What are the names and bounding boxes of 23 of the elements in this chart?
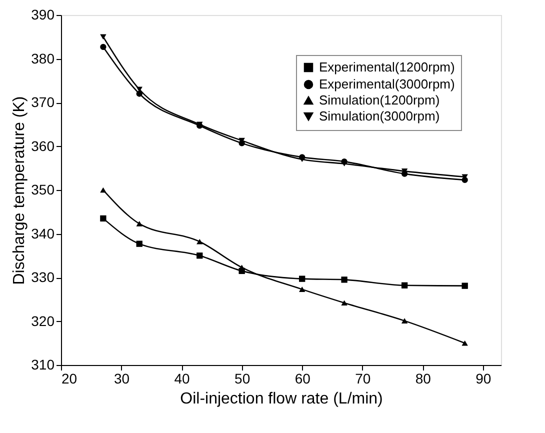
y-tick-label: 320 xyxy=(31,312,55,329)
y-tick-label: 350 xyxy=(31,182,55,198)
x-tick-label: 20 xyxy=(62,370,78,386)
x-tick-label: 40 xyxy=(174,370,190,386)
x-tick-label: 60 xyxy=(294,370,311,386)
x-tick-label: 50 xyxy=(234,370,250,386)
legend-label: Simulation(3000rpm) xyxy=(319,108,440,124)
legend-label: Experimental(1200rpm) xyxy=(319,60,455,74)
y-tick-label: 360 xyxy=(31,138,55,154)
legend-label: Simulation(1200rpm) xyxy=(319,92,440,108)
legend-label: Experimental(3000rpm) xyxy=(319,76,455,92)
x-tick-label: 90 xyxy=(476,370,492,386)
x-tick-label: 30 xyxy=(114,370,130,386)
x-tick-label: 70 xyxy=(355,370,371,386)
y-tick-label: 380 xyxy=(31,50,55,66)
x-tick-label: 80 xyxy=(415,370,432,386)
y-tick-label: 390 xyxy=(31,6,55,22)
y-tick-label: 310 xyxy=(31,356,55,372)
y-tick-label: 330 xyxy=(31,269,55,285)
y-tick-label: 340 xyxy=(31,225,55,242)
y-tick-label: 370 xyxy=(31,94,55,110)
x-axis-title: Oil-injection flow rate (L/min) xyxy=(180,390,383,408)
y-axis-title: Discharge temperature (K) xyxy=(11,96,28,285)
